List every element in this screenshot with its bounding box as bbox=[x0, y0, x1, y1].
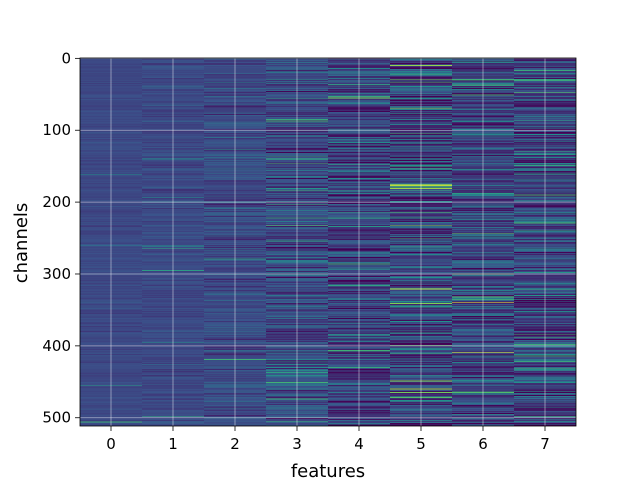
x-axis-label: features bbox=[291, 461, 365, 480]
y-axis: 0 100 200 300 400 500 bbox=[42, 49, 80, 427]
y-tick-label: 500 bbox=[42, 409, 71, 427]
x-tick-label: 5 bbox=[416, 435, 426, 453]
y-axis-label: channels bbox=[11, 203, 32, 284]
x-tick-label: 6 bbox=[478, 435, 488, 453]
heatmap-cells bbox=[80, 58, 576, 426]
y-tick-label: 400 bbox=[42, 337, 71, 355]
x-tick-label: 7 bbox=[540, 435, 550, 453]
y-tick-label: 300 bbox=[42, 265, 71, 283]
plot-area bbox=[79, 57, 577, 427]
x-tick-label: 2 bbox=[230, 435, 240, 453]
y-tick-label: 100 bbox=[42, 121, 71, 139]
x-tick-label: 1 bbox=[168, 435, 178, 453]
x-axis: 0 1 2 3 4 5 6 7 bbox=[106, 426, 550, 453]
y-tick-label: 200 bbox=[42, 193, 71, 211]
x-tick-label: 0 bbox=[106, 435, 116, 453]
axes-frame bbox=[79, 57, 577, 427]
x-tick-label: 3 bbox=[292, 435, 302, 453]
y-tick-label: 0 bbox=[61, 49, 71, 67]
x-tick-label: 4 bbox=[354, 435, 364, 453]
